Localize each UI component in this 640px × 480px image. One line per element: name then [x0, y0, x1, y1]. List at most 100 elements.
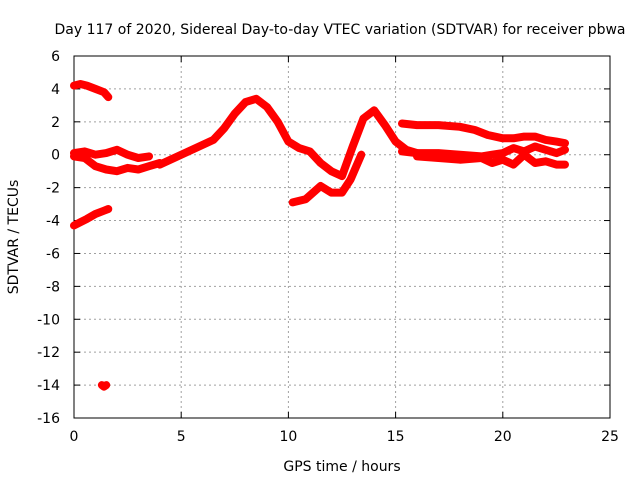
data-point: [317, 183, 324, 189]
data-point: [542, 146, 549, 153]
data-point: [81, 148, 88, 155]
data-point: [499, 135, 506, 142]
data-series: [70, 80, 569, 391]
y-tick-label: -14: [37, 378, 60, 394]
data-point: [562, 140, 568, 147]
data-point: [414, 153, 420, 160]
data-point: [478, 155, 485, 161]
x-tick-label: 20: [494, 429, 512, 445]
data-point: [532, 160, 538, 166]
data-point: [113, 168, 120, 175]
y-tick-label: -2: [46, 181, 60, 197]
data-point: [105, 206, 112, 212]
data-point: [274, 118, 281, 125]
data-point: [553, 138, 560, 145]
y-tick-label: -16: [37, 411, 60, 427]
y-tick-label: -12: [37, 345, 60, 361]
data-point: [101, 89, 107, 96]
data-point: [381, 122, 388, 129]
data-point: [71, 153, 77, 160]
data-point: [489, 160, 496, 166]
y-tick-label: -10: [37, 312, 60, 328]
data-point: [253, 95, 260, 102]
data-point: [456, 156, 463, 163]
data-point: [103, 382, 110, 389]
data-point: [510, 145, 517, 152]
data-point: [135, 166, 142, 173]
data-point: [285, 138, 292, 145]
data-point: [349, 143, 356, 150]
data-point: [542, 158, 549, 165]
x-tick-label: 15: [387, 429, 405, 445]
data-point: [484, 132, 491, 138]
data-point: [499, 150, 506, 157]
y-tick-label: 2: [51, 115, 60, 131]
data-point: [92, 163, 99, 170]
data-point: [199, 141, 206, 148]
data-point: [124, 151, 131, 158]
y-axis-label: SDTVAR / TECUs: [6, 180, 22, 295]
data-point: [553, 150, 560, 157]
x-axis-label: GPS time / hours: [283, 459, 400, 475]
data-point: [113, 146, 120, 153]
data-point: [242, 99, 249, 106]
data-point: [521, 151, 528, 158]
chart-title: Day 117 of 2020, Sidereal Day-to-day VTE…: [54, 22, 625, 38]
data-point: [77, 219, 84, 226]
data-point: [435, 122, 442, 129]
data-point: [339, 189, 345, 196]
data-point: [81, 155, 88, 161]
data-point: [414, 122, 420, 129]
data-point: [328, 189, 335, 196]
x-tick-label: 0: [70, 429, 79, 445]
data-point: [178, 151, 185, 158]
data-point: [347, 176, 354, 183]
data-point: [92, 85, 99, 92]
x-tick-label: 25: [601, 429, 619, 445]
data-point: [156, 161, 163, 168]
data-point: [83, 82, 90, 89]
data-point: [135, 155, 142, 161]
y-tick-label: 0: [51, 148, 60, 164]
data-point: [289, 199, 296, 206]
data-point: [532, 143, 538, 150]
data-point: [264, 104, 270, 110]
x-tick-label: 10: [279, 429, 297, 445]
plot-frame: [73, 55, 611, 419]
axis-ticks: 0 5 10 15 20 25 -16 -14 -12 -10 -8 -6 -4 -2 0 2 4 6: [37, 49, 619, 445]
data-point: [231, 110, 238, 117]
data-point: [296, 145, 303, 152]
data-point: [146, 153, 152, 160]
data-point: [471, 127, 478, 133]
data-point: [92, 151, 99, 158]
data-point: [302, 196, 309, 203]
data-point: [358, 151, 365, 158]
data-point: [399, 148, 405, 155]
data-point: [392, 138, 399, 145]
data-point: [562, 161, 568, 168]
y-tick-label: 6: [51, 49, 60, 65]
data-point: [510, 161, 517, 168]
data-point: [553, 161, 560, 168]
data-point: [210, 136, 217, 143]
y-tick-label: -4: [46, 214, 60, 230]
data-point: [92, 211, 99, 217]
data-point: [521, 133, 528, 140]
data-point: [399, 120, 405, 127]
data-point: [71, 222, 77, 229]
data-point: [435, 155, 442, 161]
data-point: [499, 156, 506, 163]
data-point: [124, 164, 131, 171]
x-tick-label: 5: [177, 429, 186, 445]
data-point: [103, 166, 110, 173]
data-point: [371, 107, 378, 114]
data-point: [510, 135, 517, 142]
data-point: [77, 81, 84, 87]
data-point: [489, 151, 496, 158]
y-tick-label: 4: [51, 82, 60, 98]
data-point: [532, 133, 538, 140]
data-point: [306, 148, 313, 155]
y-tick-label: -8: [46, 279, 60, 295]
